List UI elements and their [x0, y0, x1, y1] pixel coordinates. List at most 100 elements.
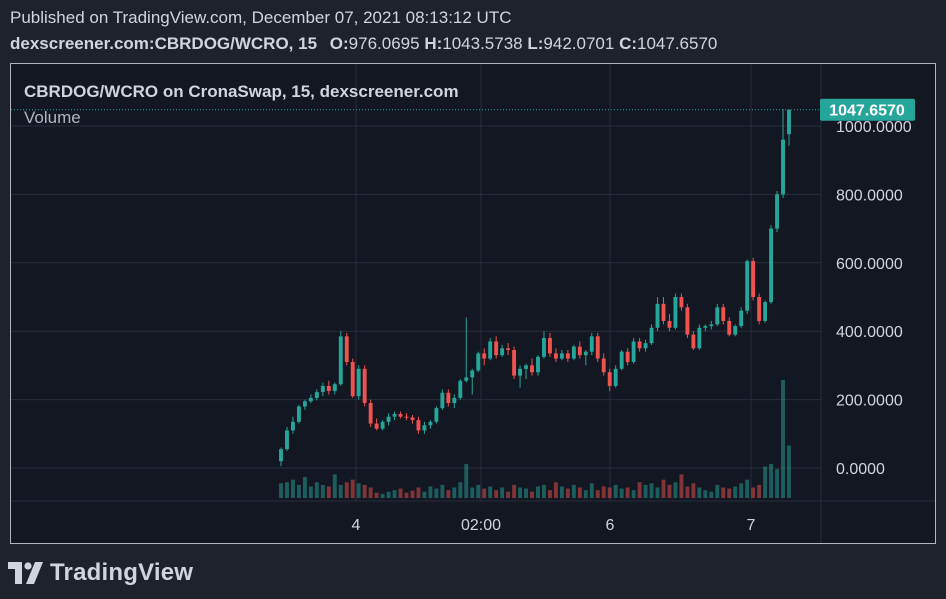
axis-layer: 0.0000 200.0000 400.0000 600.0000 800.0000 10…	[11, 98, 915, 534]
candle-body	[613, 368, 618, 386]
candle	[709, 320, 714, 330]
volume-bar	[392, 490, 397, 498]
open-value: 976.0695	[348, 34, 420, 53]
y-tick-label: 200.0000	[836, 393, 903, 410]
candle-body	[655, 303, 660, 328]
chart-frame[interactable]: 0.0000 200.0000 400.0000 600.0000 800.0000 10…	[10, 63, 936, 544]
volume-bar	[781, 380, 785, 498]
symbol-label: dexscreener.com:CBRDOG/WCRO, 15	[10, 34, 318, 53]
candle	[314, 389, 319, 401]
candle-body	[583, 351, 588, 356]
candle	[673, 293, 678, 330]
candle-body	[661, 303, 666, 321]
candle-body	[542, 338, 546, 357]
candle-body	[685, 307, 690, 335]
last-price-label: 1047.6570	[829, 103, 905, 120]
candle-body	[518, 368, 523, 376]
candle-body	[398, 413, 403, 417]
candle	[386, 413, 391, 426]
candle	[464, 317, 469, 383]
volume-bar	[524, 488, 528, 498]
volume-bar	[769, 463, 774, 498]
low-label: L:	[527, 34, 544, 53]
footer-logo[interactable]: TradingView	[8, 558, 193, 588]
volume-bar	[721, 487, 726, 498]
candle-body	[547, 338, 552, 354]
candle	[685, 303, 690, 339]
candle-body	[314, 392, 319, 398]
candle-body	[320, 385, 325, 393]
volume-bar	[374, 492, 379, 498]
candle-body	[595, 336, 600, 359]
volume-bar	[482, 488, 487, 498]
candle	[332, 382, 337, 395]
candle	[661, 297, 666, 325]
y-tick-label: 400.0000	[836, 324, 903, 341]
volume-bar	[458, 482, 463, 498]
candle	[595, 332, 600, 362]
candle-body	[344, 336, 349, 362]
candle-body	[619, 351, 624, 369]
candle-body	[512, 350, 517, 376]
x-tick-label: 4	[352, 517, 361, 534]
candle	[536, 355, 540, 376]
volume-bar	[757, 484, 762, 498]
volume-bar	[697, 487, 702, 498]
volume-bar	[679, 474, 684, 498]
volume-bar	[565, 488, 570, 498]
volume-bar	[308, 486, 313, 498]
candle	[494, 336, 499, 359]
volume-bar	[500, 487, 505, 498]
candle	[751, 257, 756, 301]
volume-bar	[320, 484, 325, 498]
volume-bar	[326, 486, 331, 498]
candle	[320, 382, 325, 397]
close-value: 1047.6570	[637, 34, 718, 53]
volume-bar	[285, 482, 289, 498]
candle-body	[380, 421, 385, 429]
candle-body	[775, 194, 779, 229]
candle	[745, 259, 750, 315]
candlestick-chart[interactable]: 0.0000 200.0000 400.0000 600.0000 800.0000 10…	[11, 64, 935, 543]
candle-body	[721, 307, 726, 321]
volume-bar	[547, 490, 552, 498]
volume-bar	[571, 484, 576, 498]
candle	[374, 418, 379, 431]
candle-body	[338, 336, 343, 385]
candle	[308, 394, 313, 404]
volume-bar	[536, 486, 540, 498]
tradingview-logo-icon	[8, 562, 43, 584]
volume-bar	[344, 482, 349, 498]
candle-body	[571, 346, 576, 359]
candle	[703, 324, 708, 332]
volume-bar	[518, 487, 523, 498]
candle-body	[649, 327, 654, 344]
volume-bar	[338, 484, 343, 498]
volume-bar	[302, 477, 307, 498]
candle	[727, 317, 732, 337]
candle	[506, 343, 511, 356]
volume-bar	[643, 484, 648, 498]
candle-body	[691, 334, 696, 349]
candle	[781, 108, 785, 198]
candle-body	[559, 353, 564, 359]
candle	[715, 303, 720, 327]
candle-body	[404, 416, 409, 418]
candle	[667, 314, 672, 332]
x-tick-label: 6	[606, 517, 615, 534]
candle	[530, 358, 534, 376]
volume-bar	[703, 490, 708, 498]
candle	[524, 363, 528, 380]
candle-body	[302, 401, 307, 407]
candle	[542, 331, 546, 359]
candle-body	[577, 346, 582, 356]
candle-body	[530, 365, 534, 373]
candle-body	[285, 430, 289, 450]
candle-body	[697, 327, 702, 349]
volume-bar	[422, 491, 427, 498]
volume-bar	[751, 487, 756, 498]
volume-bar	[673, 482, 678, 498]
candle	[392, 411, 397, 421]
volume-bar	[279, 483, 283, 498]
candle	[619, 350, 624, 371]
